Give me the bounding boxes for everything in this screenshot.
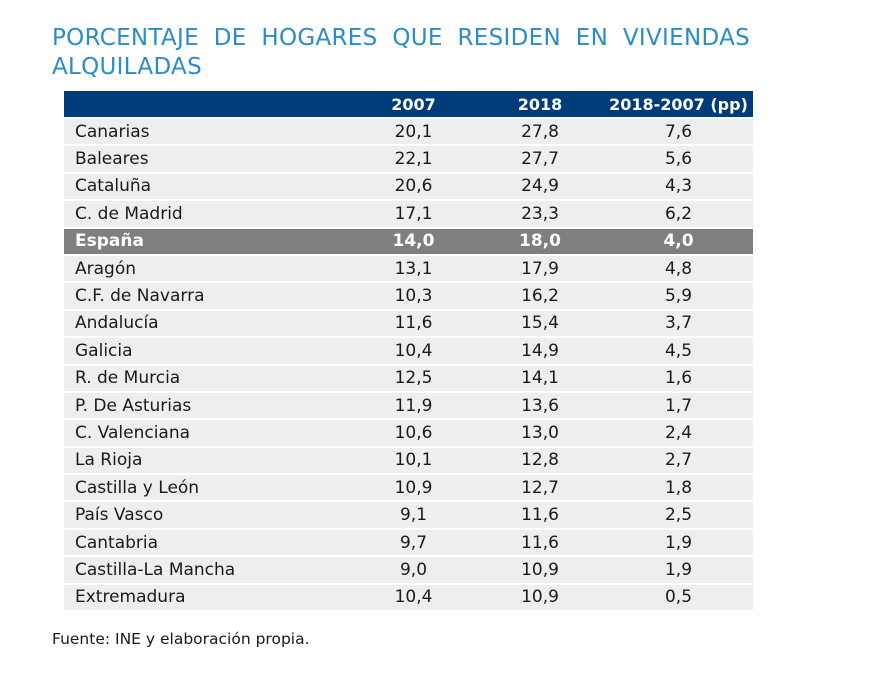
table-row: C.F. de Navarra 10,3 16,2 5,9 [64,281,753,310]
table-row: País Vasco 9,1 11,6 2,5 [64,500,753,529]
difference-cell: 4,8 [604,253,753,283]
difference-cell: 6,2 [604,199,753,228]
value-2007-cell: 10,9 [351,473,476,502]
difference-cell: 1,6 [604,363,753,392]
table-row: Extremadura 10,4 10,9 0,5 [64,582,753,611]
value-2007-cell: 20,6 [351,171,476,201]
value-2018-cell: 12,7 [476,473,604,502]
value-2007-cell: 10,4 [351,582,476,611]
difference-cell: 5,6 [604,144,753,173]
table-row: Andalucía 11,6 15,4 3,7 [64,308,753,338]
table-row: C. Valenciana 10,6 13,0 2,4 [64,418,753,447]
table-row-highlight: España 14,0 18,0 4,0 [64,226,753,255]
table-body: Canarias 20,1 27,8 7,6 Baleares 22,1 27,7 5,6 Ca… [64,116,753,611]
region-cell: Cantabria [64,527,351,557]
region-cell: Extremadura [64,582,351,611]
table-row: Baleares 22,1 27,7 5,6 [64,144,753,173]
difference-cell: 2,4 [604,418,753,447]
table-row: Aragón 13,1 17,9 4,8 [64,253,753,283]
header-region [64,91,351,118]
value-2007-cell: 10,1 [351,445,476,475]
value-2018-cell: 11,6 [476,527,604,557]
difference-cell: 7,6 [604,116,753,146]
value-2018-cell: 24,9 [476,171,604,201]
region-cell: España [64,226,351,255]
difference-cell: 4,5 [604,336,753,365]
value-2007-cell: 9,1 [351,500,476,529]
source-note: Fuente: INE y elaboración propia. [52,630,310,648]
region-cell: Cataluña [64,171,351,201]
value-2007-cell: 11,6 [351,308,476,338]
value-2007-cell: 13,1 [351,253,476,283]
value-2018-cell: 11,6 [476,500,604,529]
value-2007-cell: 14,0 [351,226,476,255]
region-cell: C. de Madrid [64,199,351,228]
difference-cell: 2,7 [604,445,753,475]
region-cell: Andalucía [64,308,351,338]
value-2007-cell: 10,4 [351,336,476,365]
value-2007-cell: 10,3 [351,281,476,310]
table-row: P. De Asturias 11,9 13,6 1,7 [64,390,753,420]
difference-cell: 1,9 [604,555,753,584]
value-2018-cell: 13,0 [476,418,604,447]
region-cell: Aragón [64,253,351,283]
page-title: PORCENTAJE DE HOGARES QUE RESIDEN EN VIV… [52,25,750,80]
header-difference: 2018-2007 (pp) [604,91,753,118]
region-cell: Castilla-La Mancha [64,555,351,584]
value-2018-cell: 10,9 [476,555,604,584]
table-row: Galicia 10,4 14,9 4,5 [64,336,753,365]
value-2018-cell: 27,8 [476,116,604,146]
difference-cell: 3,7 [604,308,753,338]
region-cell: R. de Murcia [64,363,351,392]
value-2018-cell: 12,8 [476,445,604,475]
difference-cell: 4,0 [604,226,753,255]
table-row: Castilla-La Mancha 9,0 10,9 1,9 [64,555,753,584]
difference-cell: 2,5 [604,500,753,529]
region-cell: Baleares [64,144,351,173]
region-cell: País Vasco [64,500,351,529]
table-row: Cataluña 20,6 24,9 4,3 [64,171,753,201]
difference-cell: 0,5 [604,582,753,611]
region-cell: C.F. de Navarra [64,281,351,310]
region-cell: La Rioja [64,445,351,475]
region-cell: C. Valenciana [64,418,351,447]
value-2018-cell: 14,9 [476,336,604,365]
value-2007-cell: 10,6 [351,418,476,447]
value-2007-cell: 11,9 [351,390,476,420]
table-row: Castilla y León 10,9 12,7 1,8 [64,473,753,502]
value-2007-cell: 20,1 [351,116,476,146]
value-2018-cell: 15,4 [476,308,604,338]
table-row: Canarias 20,1 27,8 7,6 [64,116,753,146]
region-cell: Castilla y León [64,473,351,502]
difference-cell: 1,9 [604,527,753,557]
header-2007: 2007 [351,91,476,118]
value-2018-cell: 27,7 [476,144,604,173]
region-cell: Galicia [64,336,351,365]
value-2007-cell: 12,5 [351,363,476,392]
table-header-row: 2007 2018 2018-2007 (pp) [64,91,753,118]
header-2018: 2018 [476,91,604,118]
difference-cell: 5,9 [604,281,753,310]
difference-cell: 1,8 [604,473,753,502]
table-row: C. de Madrid 17,1 23,3 6,2 [64,199,753,228]
region-cell: Canarias [64,116,351,146]
value-2018-cell: 17,9 [476,253,604,283]
value-2007-cell: 17,1 [351,199,476,228]
value-2018-cell: 10,9 [476,582,604,611]
difference-cell: 4,3 [604,171,753,201]
region-cell: P. De Asturias [64,390,351,420]
value-2018-cell: 23,3 [476,199,604,228]
value-2007-cell: 22,1 [351,144,476,173]
difference-cell: 1,7 [604,390,753,420]
table-row: La Rioja 10,1 12,8 2,7 [64,445,753,475]
value-2018-cell: 14,1 [476,363,604,392]
value-2007-cell: 9,7 [351,527,476,557]
table-row: R. de Murcia 12,5 14,1 1,6 [64,363,753,392]
value-2018-cell: 13,6 [476,390,604,420]
value-2018-cell: 18,0 [476,226,604,255]
rental-households-table: 2007 2018 2018-2007 (pp) Canarias 20,1 27,… [64,91,753,611]
value-2007-cell: 9,0 [351,555,476,584]
table-row: Cantabria 9,7 11,6 1,9 [64,527,753,557]
value-2018-cell: 16,2 [476,281,604,310]
